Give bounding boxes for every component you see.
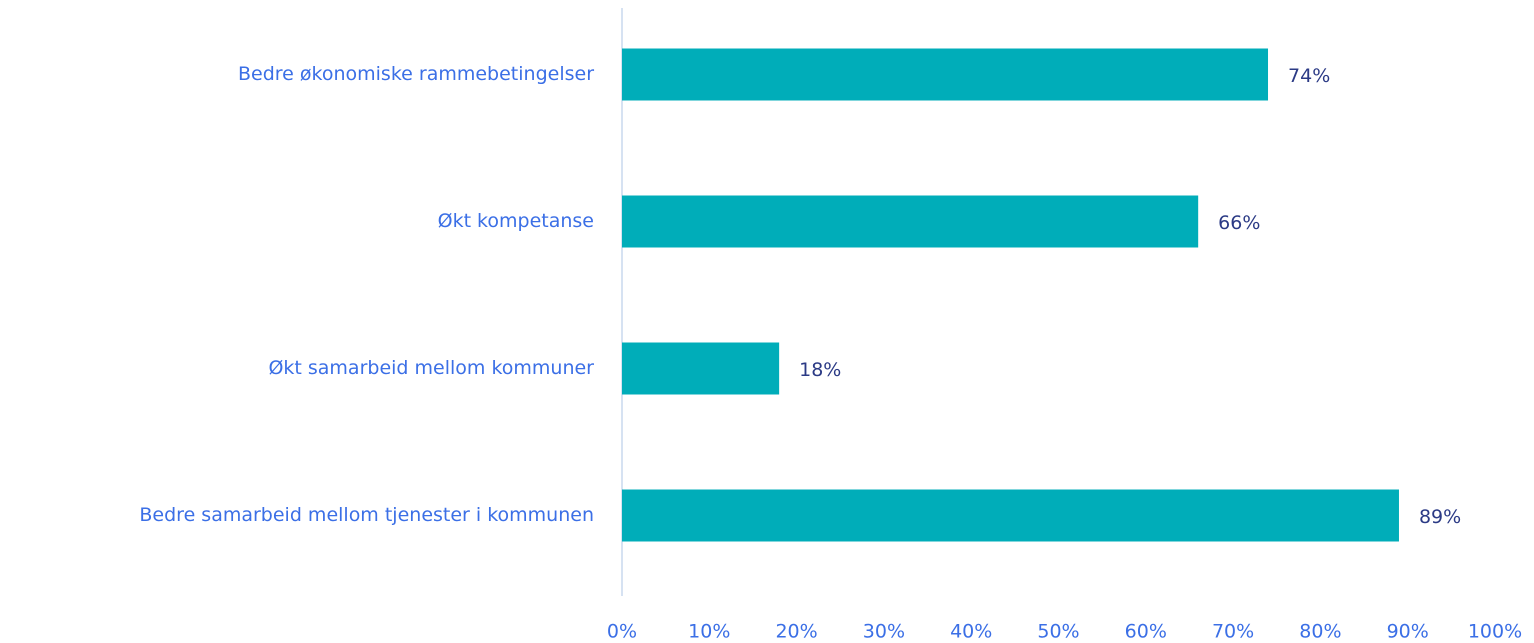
category-label: Økt kompetanse [438, 210, 594, 232]
x-tick-label: 40% [950, 621, 992, 643]
x-tick-label: 50% [1037, 621, 1079, 643]
category-label: Bedre samarbeid mellom tjenester i kommu… [139, 504, 594, 526]
x-tick-label: 70% [1212, 621, 1254, 643]
value-label: 66% [1218, 212, 1260, 234]
value-label: 18% [799, 359, 841, 381]
bar [622, 48, 1269, 101]
bar [622, 342, 780, 395]
x-tick-label: 10% [688, 621, 730, 643]
x-tick-label: 30% [863, 621, 905, 643]
x-tick-label: 0% [607, 621, 637, 643]
x-tick-label: 20% [775, 621, 817, 643]
x-tick-label: 100% [1468, 621, 1522, 643]
x-tick-label: 60% [1125, 621, 1167, 643]
category-label: Bedre økonomiske rammebetingelser [238, 63, 594, 85]
bar [622, 195, 1199, 248]
value-label: 74% [1288, 65, 1330, 87]
x-tick-label: 90% [1387, 621, 1429, 643]
value-label: 89% [1419, 506, 1461, 528]
bar [622, 489, 1399, 542]
category-label: Økt samarbeid mellom kommuner [268, 357, 594, 379]
x-tick-label: 80% [1299, 621, 1341, 643]
